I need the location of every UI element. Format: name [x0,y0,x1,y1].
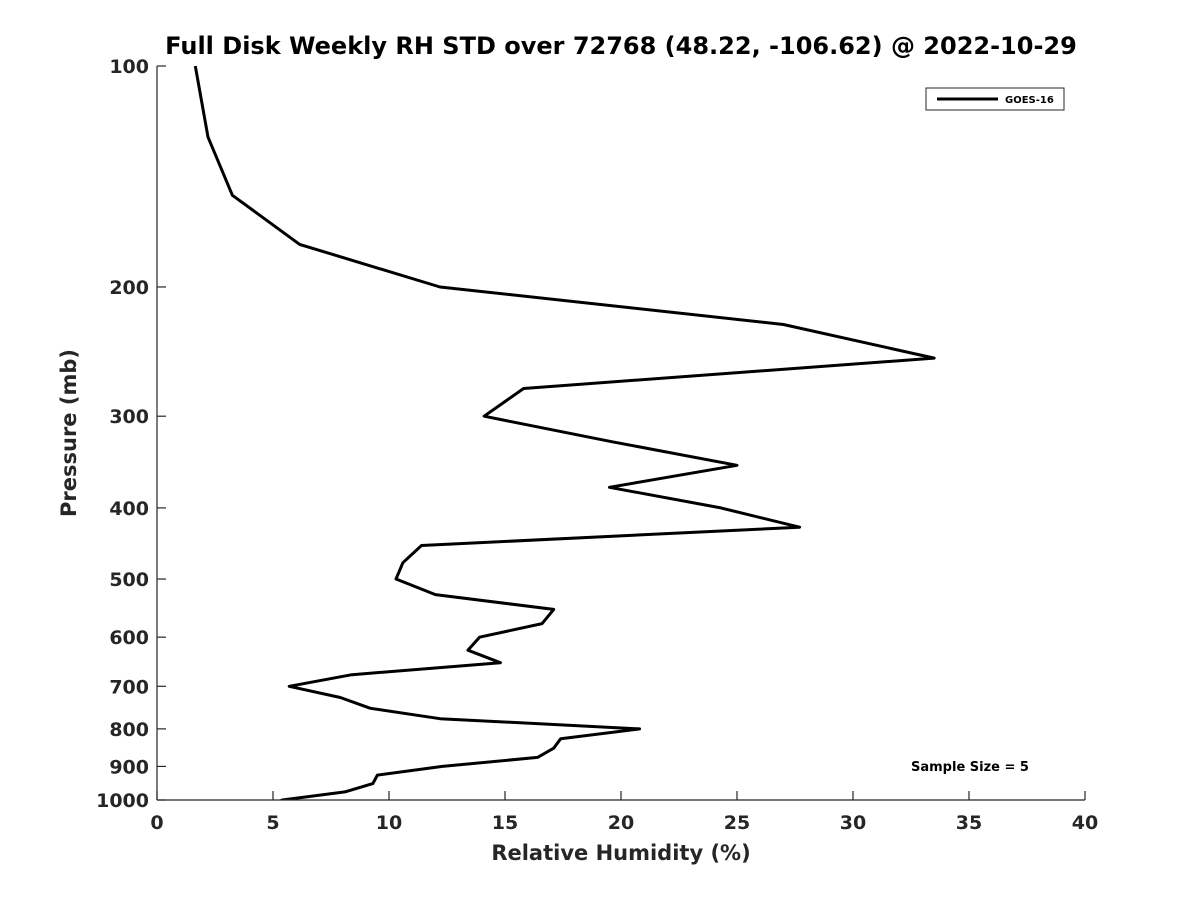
y-axis-label: Pressure (mb) [57,349,81,517]
x-tick-label: 20 [608,812,634,834]
x-tick-label: 25 [724,812,750,834]
x-tick-label: 15 [492,812,518,834]
x-tick-label: 0 [150,812,163,834]
x-axis-label: Relative Humidity (%) [491,841,750,865]
chart-title: Full Disk Weekly RH STD over 72768 (48.2… [165,32,1077,60]
y-tick-label: 600 [109,627,149,649]
legend-entry-goes-16: GOES-16 [1005,95,1054,106]
legend: GOES-16 [925,87,1065,111]
x-tick-label: 5 [266,812,279,834]
y-tick-label: 900 [109,756,149,778]
y-tick-label: 400 [109,498,149,520]
y-tick-label: 100 [109,56,149,78]
y-tick-label: 200 [109,277,149,299]
x-tick-label: 30 [840,812,866,834]
sample-size-annotation: Sample Size = 5 [911,760,1029,775]
y-tick-label: 700 [109,676,149,698]
y-tick-label: 1000 [96,790,149,812]
y-tick-label: 800 [109,719,149,741]
x-tick-label: 10 [376,812,402,834]
y-tick-label: 500 [109,569,149,591]
x-tick-label: 40 [1072,812,1098,834]
y-tick-label: 300 [109,406,149,428]
axes [156,66,1085,801]
x-tick-label: 35 [956,812,982,834]
series-line-goes-16 [193,66,936,800]
